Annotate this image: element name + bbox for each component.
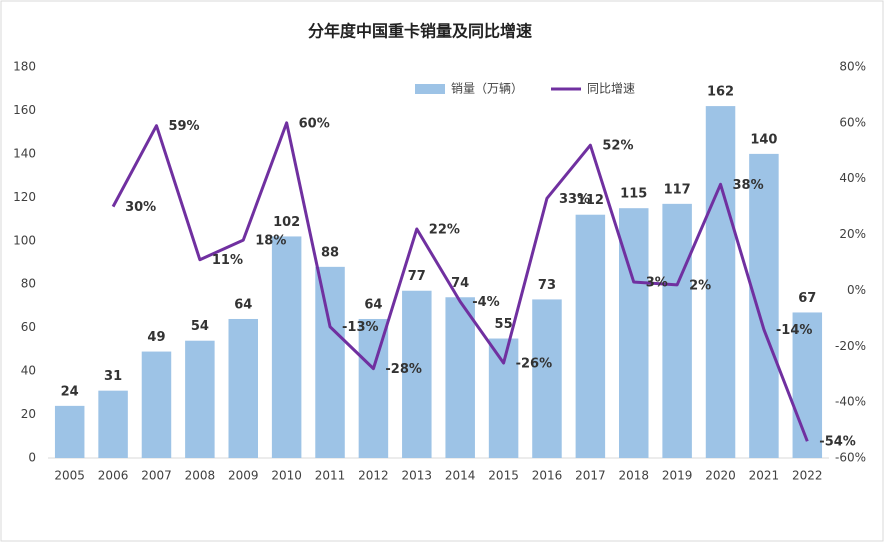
bar-value-label: 117	[664, 182, 691, 197]
bar	[98, 390, 128, 458]
bar-value-label: 88	[321, 245, 339, 260]
line-value-label: -28%	[385, 362, 422, 377]
bar-value-label: 140	[750, 132, 777, 147]
x-tick-label: 2005	[54, 469, 85, 483]
y-tick-label: 40	[21, 364, 36, 378]
line-value-label: -26%	[516, 357, 553, 372]
x-tick-label: 2019	[662, 469, 693, 483]
y2-tick-label: 0%	[847, 283, 866, 297]
line-value-label: 59%	[168, 119, 199, 134]
bar	[488, 338, 519, 458]
y-tick-label: 140	[13, 146, 36, 160]
line-value-label: 30%	[125, 200, 156, 215]
y2-tick-label: 80%	[839, 60, 866, 74]
y-tick-label: 0	[28, 451, 36, 465]
bar-value-label: 74	[451, 276, 469, 291]
bar-value-label: 54	[191, 319, 209, 334]
line-value-label: 52%	[602, 139, 633, 154]
x-tick-label: 2014	[445, 469, 476, 483]
bar-value-label: 64	[364, 297, 382, 312]
bar-value-label: 55	[495, 317, 513, 332]
bar-value-label: 64	[234, 297, 252, 312]
y-tick-label: 120	[13, 190, 36, 204]
bar-value-label: 31	[104, 369, 122, 384]
x-tick-label: 2017	[575, 469, 606, 483]
bar	[358, 318, 389, 458]
bar	[228, 318, 259, 458]
bar-value-label: 162	[707, 85, 734, 100]
line-value-label: 33%	[559, 192, 590, 207]
line-value-label: 22%	[429, 222, 460, 237]
bar-value-label: 24	[61, 384, 79, 399]
y2-tick-label: 40%	[839, 171, 866, 185]
y-tick-label: 180	[13, 60, 36, 74]
line-value-label: 38%	[733, 178, 764, 193]
x-tick-label: 2018	[618, 469, 649, 483]
bar-value-label: 112	[577, 193, 604, 208]
line-value-label: 3%	[646, 276, 668, 291]
legend-label: 同比增速	[587, 82, 635, 96]
line-value-label: 11%	[212, 253, 243, 268]
line-value-label: 2%	[689, 278, 711, 293]
legend-swatch	[415, 84, 445, 94]
x-tick-label: 2006	[98, 469, 129, 483]
x-tick-label: 2008	[185, 469, 216, 483]
y2-tick-label: -20%	[835, 339, 866, 353]
bar	[141, 351, 172, 458]
bar	[315, 266, 345, 458]
bar-value-label: 67	[798, 291, 816, 306]
bar	[185, 340, 215, 458]
line	[111, 121, 809, 442]
bar	[532, 299, 562, 458]
y2-tick-label: 20%	[839, 227, 866, 241]
x-tick-label: 2012	[358, 469, 389, 483]
bar-value-label: 73	[538, 278, 556, 293]
y2-tick-label: -40%	[835, 395, 866, 409]
line-value-label: 60%	[299, 116, 330, 131]
chart-title: 分年度中国重卡销量及同比增速	[308, 22, 532, 41]
line-value-label: -4%	[472, 295, 499, 310]
y2-tick-label: 60%	[839, 115, 866, 129]
bar-value-label: 77	[408, 269, 426, 284]
bar	[402, 290, 432, 458]
x-tick-label: 2013	[402, 469, 433, 483]
bar	[749, 153, 779, 458]
line-value-label: 18%	[255, 234, 286, 249]
bar-value-label: 115	[620, 187, 647, 202]
bar-value-label: 49	[147, 330, 165, 345]
x-tick-label: 2015	[488, 469, 519, 483]
line-value-label: -54%	[819, 435, 856, 450]
y-tick-label: 80	[21, 277, 36, 291]
bar	[54, 405, 85, 458]
bar	[705, 106, 736, 458]
y-tick-label: 20	[21, 407, 36, 421]
bar	[662, 203, 692, 458]
x-tick-label: 2016	[532, 469, 563, 483]
y-tick-label: 100	[13, 233, 36, 247]
x-tick-label: 2009	[228, 469, 259, 483]
line-value-label: -14%	[776, 323, 813, 338]
bar	[271, 236, 302, 458]
x-tick-label: 2020	[705, 469, 736, 483]
y2-tick-label: -60%	[835, 451, 866, 465]
x-tick-label: 2021	[749, 469, 780, 483]
x-tick-label: 2007	[141, 469, 172, 483]
y-tick-label: 160	[13, 103, 36, 117]
x-tick-label: 2011	[315, 469, 346, 483]
x-tick-label: 2010	[271, 469, 302, 483]
bar	[445, 297, 475, 458]
bar	[575, 214, 606, 458]
x-tick-label: 2022	[792, 469, 823, 483]
bar-value-label: 102	[273, 215, 300, 230]
legend-label: 销量（万辆）	[451, 82, 523, 96]
bar	[792, 312, 823, 458]
line-value-label: -13%	[342, 320, 379, 335]
y-tick-label: 60	[21, 320, 36, 334]
